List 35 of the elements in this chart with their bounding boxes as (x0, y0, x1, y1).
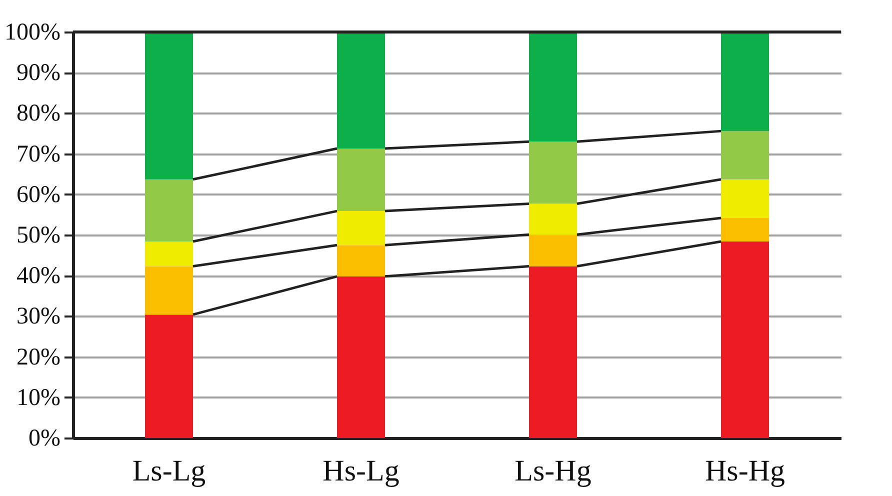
y-tick-label: 90% (16, 60, 60, 86)
bar (337, 211, 385, 246)
x-tick-label: Ls-Hg (514, 454, 592, 488)
bar (721, 179, 769, 218)
bar (529, 234, 577, 266)
y-tick-label: 0% (28, 426, 60, 452)
bar (145, 241, 193, 266)
bar (337, 148, 385, 212)
bar (529, 204, 577, 235)
bar (529, 32, 577, 142)
bar (145, 179, 193, 242)
y-tick-label: 100% (4, 20, 60, 46)
bar (145, 314, 193, 438)
y-tick-label: 50% (16, 222, 60, 248)
y-tick-label: 20% (16, 344, 60, 370)
y-tick-label: 60% (16, 182, 60, 208)
bar (529, 266, 577, 438)
bar (721, 131, 769, 180)
y-tick-label: 80% (16, 100, 60, 127)
bar (337, 245, 385, 276)
bar (337, 32, 385, 149)
bar (721, 218, 769, 242)
bar (145, 266, 193, 315)
bar (529, 142, 577, 204)
bar (145, 32, 193, 180)
bar (337, 276, 385, 438)
y-tick-label: 30% (16, 304, 60, 330)
x-tick-label: Hs-Hg (705, 454, 785, 488)
x-tick-label: Hs-Lg (322, 454, 400, 488)
y-tick-label: 40% (16, 263, 60, 290)
y-tick-label: 70% (16, 141, 60, 168)
y-tick-label: 10% (16, 384, 60, 411)
bar (721, 32, 769, 132)
x-tick-label: Ls-Lg (132, 454, 206, 488)
bar (721, 241, 769, 438)
